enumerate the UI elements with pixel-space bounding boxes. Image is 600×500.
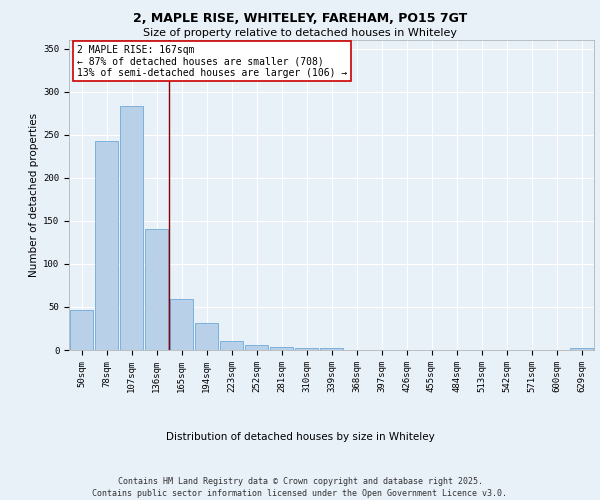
Bar — [119, 106, 143, 350]
Bar — [70, 310, 94, 350]
Bar — [569, 348, 593, 350]
Bar — [245, 345, 268, 350]
Text: 2, MAPLE RISE, WHITELEY, FAREHAM, PO15 7GT: 2, MAPLE RISE, WHITELEY, FAREHAM, PO15 7… — [133, 12, 467, 26]
Y-axis label: Number of detached properties: Number of detached properties — [29, 113, 39, 277]
Text: Size of property relative to detached houses in Whiteley: Size of property relative to detached ho… — [143, 28, 457, 38]
Bar — [320, 348, 343, 350]
Bar — [295, 348, 319, 350]
Bar — [220, 342, 244, 350]
Text: Contains HM Land Registry data © Crown copyright and database right 2025.
Contai: Contains HM Land Registry data © Crown c… — [92, 476, 508, 498]
Bar — [145, 230, 169, 350]
Bar — [95, 141, 118, 350]
Text: 2 MAPLE RISE: 167sqm
← 87% of detached houses are smaller (708)
13% of semi-deta: 2 MAPLE RISE: 167sqm ← 87% of detached h… — [77, 44, 347, 78]
Bar — [269, 346, 293, 350]
Bar — [194, 324, 218, 350]
Text: Distribution of detached houses by size in Whiteley: Distribution of detached houses by size … — [166, 432, 434, 442]
Bar — [170, 299, 193, 350]
